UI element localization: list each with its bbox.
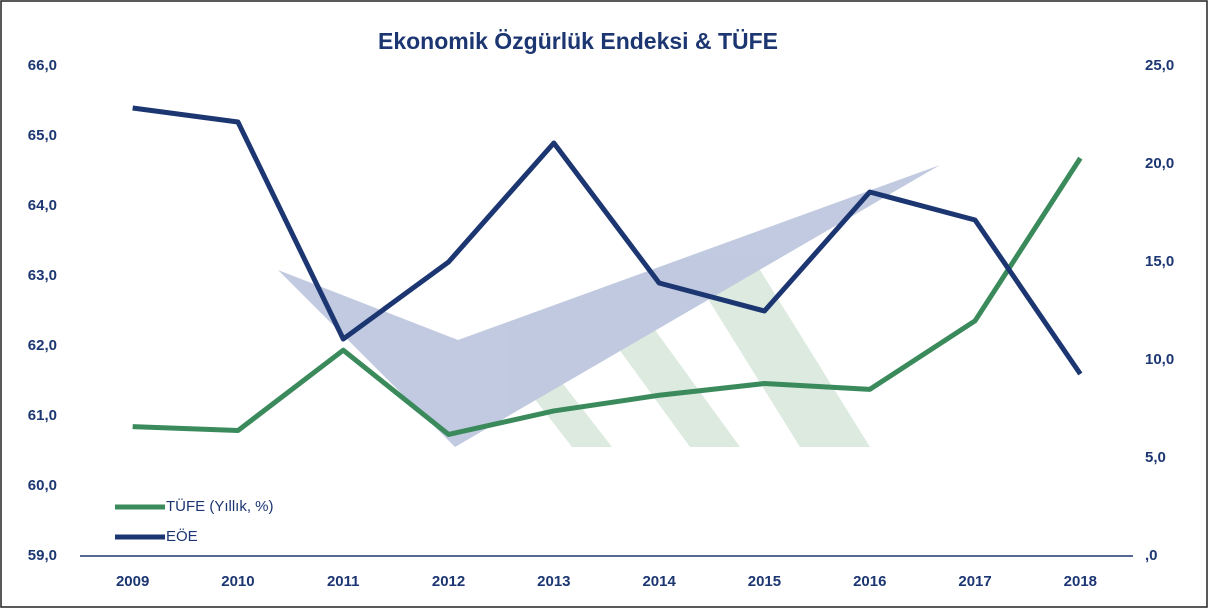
y-tick-label: 65,0 bbox=[28, 127, 57, 144]
x-tick-label: 2011 bbox=[327, 573, 360, 590]
chart-title: Ekonomik Özgürlük Endeksi & TÜFE bbox=[378, 28, 778, 54]
y2-tick-label: ,0 bbox=[1145, 547, 1158, 564]
watermark bbox=[278, 165, 940, 447]
legend-label: EÖE bbox=[166, 527, 198, 545]
y-tick-label: 61,0 bbox=[28, 407, 57, 424]
y-tick-label: 62,0 bbox=[28, 337, 57, 354]
y-tick-label: 64,0 bbox=[28, 197, 57, 214]
y-tick-label: 60,0 bbox=[28, 477, 57, 494]
legend-label: TÜFE (Yıllık, %) bbox=[166, 497, 274, 515]
x-tick-label: 2009 bbox=[116, 573, 149, 590]
y2-tick-label: 5,0 bbox=[1145, 449, 1166, 466]
x-tick-label: 2015 bbox=[748, 573, 781, 590]
y-tick-label: 63,0 bbox=[28, 267, 57, 284]
y2-tick-label: 25,0 bbox=[1145, 57, 1174, 74]
x-tick-label: 2014 bbox=[642, 573, 676, 590]
y-tick-label: 66,0 bbox=[28, 57, 57, 74]
y-tick-label: 59,0 bbox=[28, 547, 57, 564]
legend: TÜFE (Yıllık, %) EÖE bbox=[115, 497, 274, 545]
series-line bbox=[132, 156, 1083, 437]
x-tick-label: 2010 bbox=[221, 573, 254, 590]
y2-tick-label: 10,0 bbox=[1145, 351, 1174, 368]
x-tick-label: 2012 bbox=[432, 573, 465, 590]
series-line bbox=[132, 105, 1083, 376]
x-tick-label: 2017 bbox=[958, 573, 991, 590]
x-tick-label: 2013 bbox=[537, 573, 570, 590]
y2-tick-label: 15,0 bbox=[1145, 253, 1174, 270]
x-tick-label: 2016 bbox=[853, 573, 886, 590]
y2-tick-label: 20,0 bbox=[1145, 155, 1174, 172]
x-tick-label: 2018 bbox=[1064, 573, 1097, 590]
